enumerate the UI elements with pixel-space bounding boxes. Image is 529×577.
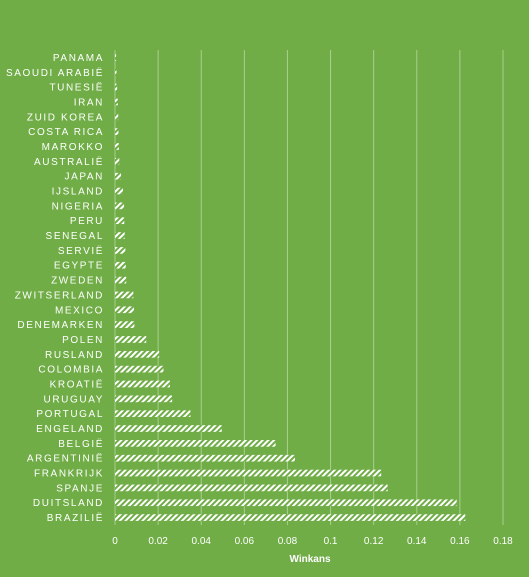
x-tick-label: 0.14 — [407, 536, 427, 547]
category-label: POLEN — [62, 335, 104, 346]
bar — [115, 128, 119, 135]
category-label: SPANJE — [56, 483, 104, 494]
bar — [115, 499, 457, 507]
bar — [115, 350, 160, 358]
category-label: COLOMBIA — [38, 365, 104, 376]
x-tick-label: 0.04 — [191, 536, 211, 547]
bar — [115, 202, 125, 210]
category-label: IRAN — [74, 97, 104, 108]
category-label: SENEGAL — [46, 231, 104, 242]
bar — [115, 306, 134, 314]
bar — [115, 187, 123, 195]
grid-lines — [114, 50, 504, 525]
bar — [115, 143, 119, 150]
bar — [115, 380, 170, 388]
bar — [115, 276, 127, 284]
category-label: PANAMA — [53, 53, 104, 64]
category-label: FRANKRIJK — [34, 469, 104, 480]
bar — [115, 365, 164, 373]
category-label: JAPAN — [65, 172, 105, 183]
bar — [115, 98, 118, 106]
category-label: ZWEDEN — [51, 276, 104, 287]
category-label: ZWITSERLAND — [15, 290, 104, 301]
bar — [115, 113, 119, 121]
bar — [115, 54, 117, 61]
category-label: KROATIË — [50, 378, 104, 390]
bar — [115, 410, 191, 418]
category-label: MEXICO — [55, 305, 104, 316]
category-label: SAOUDI ARABIË — [6, 67, 104, 79]
category-label: BELGIË — [58, 438, 104, 450]
bar — [115, 217, 125, 225]
bars — [115, 54, 466, 521]
x-tick-label: 0.18 — [493, 536, 513, 547]
x-tick-label: 0.06 — [235, 536, 255, 547]
category-label: SERVIË — [58, 245, 104, 257]
category-labels: PANAMA SAOUDI ARABIË TUNESIË IRAN ZUID KOREA… — [6, 53, 105, 524]
category-label: AUSTRALIË — [34, 156, 104, 168]
x-tick-labels: 0 0.02 0.04 0.06 0.08 0.1 0.12 0.14 0.16 0.18 — [112, 536, 513, 547]
bar — [115, 425, 222, 432]
category-label: ENGELAND — [36, 424, 104, 435]
bar — [115, 336, 147, 343]
bar — [115, 395, 173, 403]
x-tick-label: 0.02 — [148, 536, 168, 547]
bar — [115, 157, 120, 165]
bar — [115, 454, 295, 462]
category-label: MAROKKO — [42, 142, 104, 153]
category-label: PORTUGAL — [36, 409, 104, 420]
bar — [115, 514, 466, 521]
category-label: DUITSLAND — [33, 498, 104, 509]
category-label: URUGUAY — [44, 394, 104, 405]
bar — [115, 232, 125, 239]
bar — [115, 68, 117, 76]
x-tick-label: 0.16 — [450, 536, 470, 547]
category-label: PERU — [70, 216, 104, 227]
category-label: ZUID KOREA — [27, 112, 104, 123]
bar — [115, 440, 276, 447]
bar — [115, 469, 382, 477]
category-label: DENEMARKEN — [17, 320, 104, 331]
category-label: ARGENTINIË — [27, 453, 104, 465]
category-label: COSTA RICA — [28, 127, 104, 138]
bar — [115, 484, 388, 492]
bar — [115, 261, 126, 269]
bar — [115, 172, 122, 180]
bar — [115, 83, 118, 91]
category-label: BRAZILIË — [47, 512, 104, 524]
bar — [115, 291, 134, 299]
x-tick-label: 0.12 — [364, 536, 384, 547]
category-label: EGYPTE — [54, 261, 104, 272]
category-label: IJSLAND — [52, 187, 104, 198]
x-axis-title: Winkans — [289, 554, 330, 565]
bar — [115, 247, 126, 254]
bar — [115, 321, 135, 328]
category-label: NIGERIA — [52, 201, 104, 212]
category-label: RUSLAND — [45, 350, 104, 361]
x-tick-label: 0 — [112, 536, 118, 547]
x-tick-label: 0.1 — [324, 536, 338, 547]
x-tick-label: 0.08 — [278, 536, 298, 547]
category-label: TUNESIË — [49, 82, 104, 94]
